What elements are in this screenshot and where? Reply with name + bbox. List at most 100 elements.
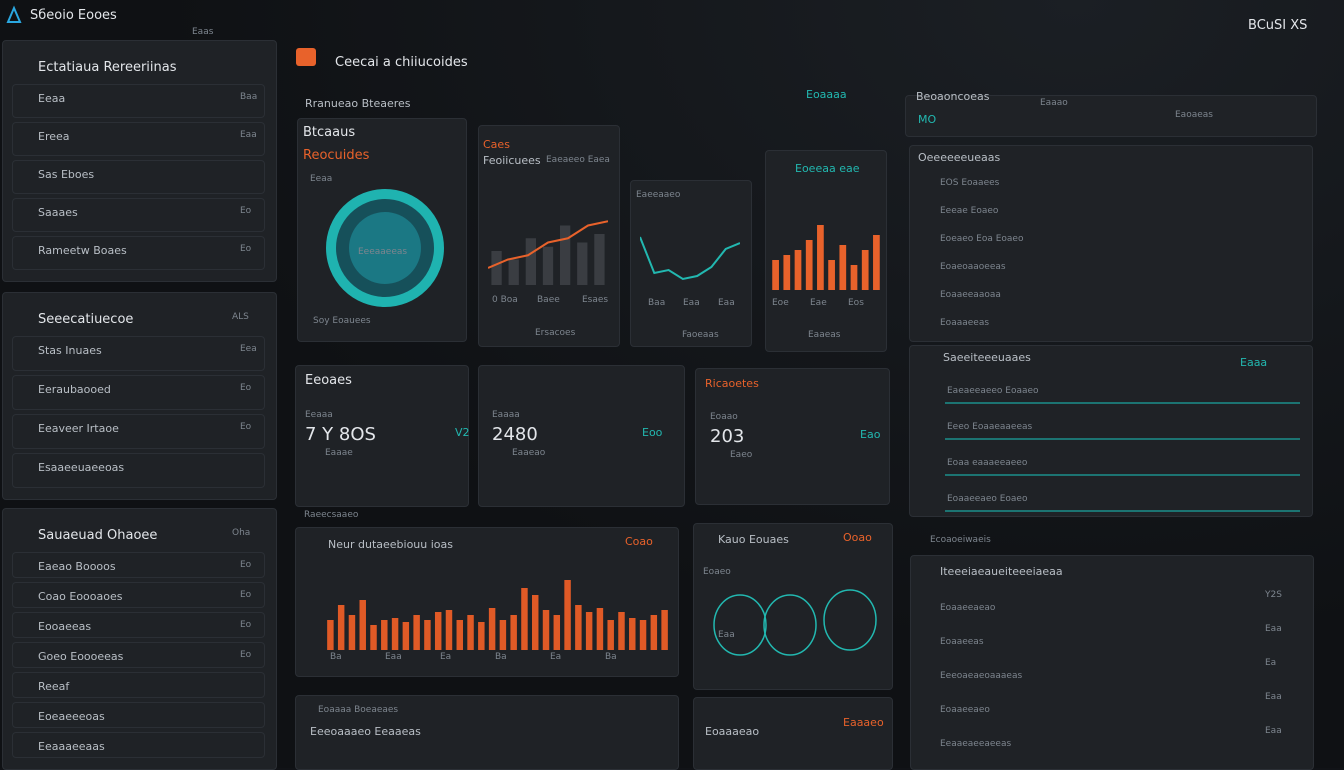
bar [510, 615, 517, 650]
chart [945, 510, 1300, 512]
tag: Eaaa [1240, 356, 1268, 369]
bar [532, 595, 539, 650]
bar [413, 615, 420, 650]
item-value: Eo [240, 244, 252, 254]
row-label: Eeeo Eoaaeaaeeas [947, 422, 1033, 432]
chart [945, 474, 1300, 476]
footer: Faoeaas [682, 330, 719, 340]
item-label: Eeaa [38, 92, 66, 105]
panel-value: ALS [232, 312, 249, 322]
panel [2, 508, 277, 770]
stat-value: 203 [710, 426, 745, 447]
row-label: Eaeaeeaeeo Eoaaeo [947, 386, 1039, 396]
bar [370, 625, 377, 650]
row-label: Eoaeoaaoeeas [940, 262, 1006, 272]
bar [772, 260, 779, 290]
stat-value: 2480 [492, 424, 538, 445]
link: Eoaaaa [806, 88, 847, 101]
bar [327, 620, 334, 650]
panel [295, 527, 679, 677]
x-label: Ba [495, 652, 507, 662]
row [12, 236, 265, 270]
bottom-label: Eeeoaaaeo Eeaaeas [310, 725, 421, 738]
stat-note: Eaaae [325, 448, 353, 458]
item-label: Eoeaeeeoas [38, 710, 105, 723]
tag: Eeaa [310, 174, 333, 184]
row [12, 84, 265, 118]
row [12, 160, 265, 194]
bar [805, 240, 813, 290]
row [12, 453, 265, 488]
bar [542, 610, 550, 650]
bar [445, 610, 453, 650]
title: Ricaoetes [705, 377, 759, 390]
bar [542, 246, 554, 285]
top-right: BCuSI XS [1248, 18, 1308, 33]
x-label: Baa [648, 298, 666, 308]
row [12, 122, 265, 156]
bar [596, 608, 604, 650]
row [12, 612, 265, 638]
row-label: Eoaaeeas [940, 637, 984, 647]
bar [585, 612, 593, 650]
title: Btcaaus [303, 125, 356, 140]
x-label: Ba [330, 652, 342, 662]
bar [402, 622, 410, 650]
bottom-tag: Eaaaeo [843, 716, 884, 729]
bar [508, 259, 519, 285]
line [488, 220, 608, 269]
row-label: Eeaaeaeeaeeas [940, 739, 1012, 749]
tag: Coao [625, 535, 653, 548]
bar [381, 620, 388, 650]
ring-inner [349, 212, 421, 284]
section-title: Ecoaoeiwaeis [930, 535, 991, 545]
panel [695, 368, 890, 505]
bar [521, 588, 528, 650]
row-label: Eoaaeeaaoaa [940, 290, 1001, 300]
row [12, 672, 265, 698]
chart [640, 236, 740, 281]
panel-title: Sauaeuad Ohaoee [38, 528, 158, 543]
bar [348, 615, 356, 650]
panel-value: Oha [232, 528, 251, 538]
bar [491, 251, 502, 285]
item-value: Eo [240, 206, 252, 216]
chart [488, 220, 608, 285]
item-label: Sas Eboes [38, 168, 95, 181]
item-label: Rameetw Boaes [38, 244, 127, 257]
tag: Ooao [843, 531, 872, 544]
panel [910, 555, 1314, 770]
bar [499, 620, 507, 650]
title: Eoeeaa eae [795, 162, 860, 175]
footer: Eaaeas [808, 330, 841, 340]
chart [945, 438, 1300, 440]
row-value: Ea [1265, 658, 1277, 668]
chart [945, 402, 1300, 404]
x-label: Ba [605, 652, 617, 662]
donut-center: Eeeaaeeas [358, 247, 408, 257]
panel-title: Ectatiaua Rereeriinas [38, 60, 177, 75]
row-label: Eeeoaeaeoaaaeas [940, 671, 1023, 681]
x-label: Ea [550, 652, 562, 662]
bar [525, 238, 536, 285]
toolbar [905, 95, 1317, 137]
bar [639, 620, 647, 650]
brand-tag: Eaas [192, 27, 214, 37]
toolbar-label: Eaoaeas [1175, 110, 1213, 120]
stat-label: Eoaao [710, 412, 738, 422]
bar [560, 225, 571, 285]
toolbar-label: MO [918, 113, 937, 126]
bar [456, 620, 463, 650]
item-value: Eo [240, 650, 252, 660]
bar [478, 622, 485, 650]
item-value: Eea [240, 344, 257, 354]
stat-value: 7 Y 8OS [305, 424, 376, 445]
item-label: Saaaes [38, 206, 78, 219]
item-label: Eooaeeas [38, 620, 92, 633]
bar [873, 235, 880, 290]
section-title: Raeecsaaeo [304, 510, 359, 520]
panel [478, 365, 685, 507]
footer: Soy Eoauees [313, 316, 371, 326]
row-label: Eoaaeeaeo Eoaeo [947, 494, 1028, 504]
title: Saeeiteeeuaaes [943, 351, 1031, 364]
